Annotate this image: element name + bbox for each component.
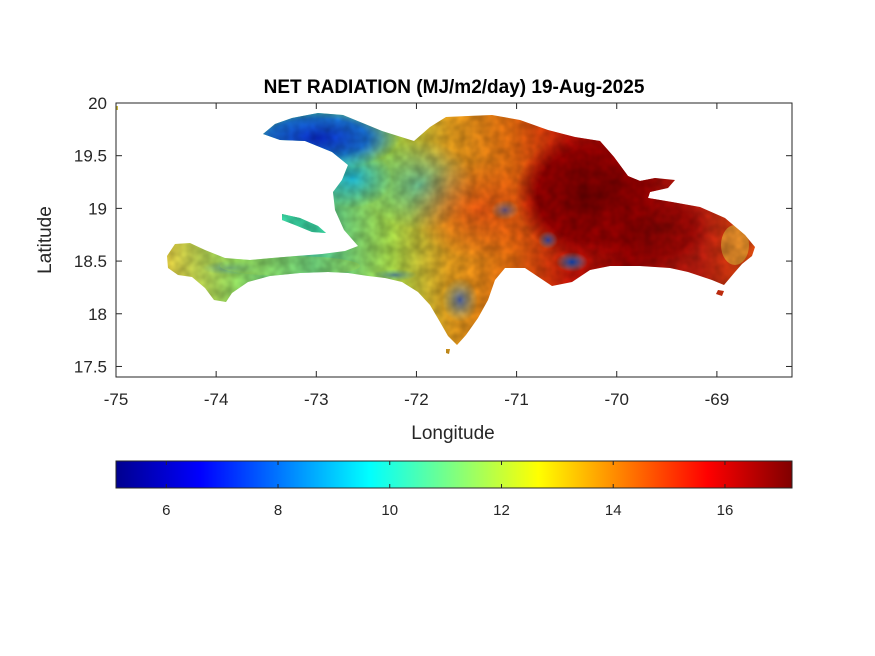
x-axis-label: Longitude: [411, 423, 494, 444]
y-axis: 17.5 18 18.5 19 19.5 20: [74, 94, 792, 376]
x-tick-label: -70: [604, 390, 629, 409]
x-tick-label: -74: [204, 390, 229, 409]
colorbar-tick-label: 14: [605, 502, 622, 519]
y-tick-label: 18: [88, 305, 107, 324]
colorbar-tick-label: 12: [493, 502, 510, 519]
y-tick-label: 19.5: [74, 147, 107, 166]
x-axis: -75 -74 -73 -72 -71 -70 -69: [104, 103, 729, 409]
y-tick-label: 18.5: [74, 252, 107, 271]
colorbar-ticks: 6 8 10 12 14 16: [162, 461, 733, 519]
radiation-map: [116, 106, 755, 354]
plot-frame: [115, 102, 793, 378]
x-tick-label: -69: [705, 390, 730, 409]
colorbar: [115, 460, 793, 489]
x-tick-label: -71: [504, 390, 529, 409]
colorbar-tick-label: 10: [381, 502, 398, 519]
x-tick-label: -75: [104, 390, 129, 409]
y-tick-label: 19: [88, 199, 107, 218]
colorbar-tick-label: 16: [717, 502, 734, 519]
y-tick-label: 20: [88, 94, 107, 113]
x-tick-label: -72: [404, 390, 429, 409]
colorbar-tick-label: 6: [162, 502, 170, 519]
y-axis-label: Latitude: [35, 206, 56, 274]
chart-title: NET RADIATION (MJ/m2/day) 19-Aug-2025: [264, 77, 645, 98]
colorbar-tick-label: 8: [274, 502, 282, 519]
y-tick-label: 17.5: [74, 357, 107, 376]
x-tick-label: -73: [304, 390, 329, 409]
